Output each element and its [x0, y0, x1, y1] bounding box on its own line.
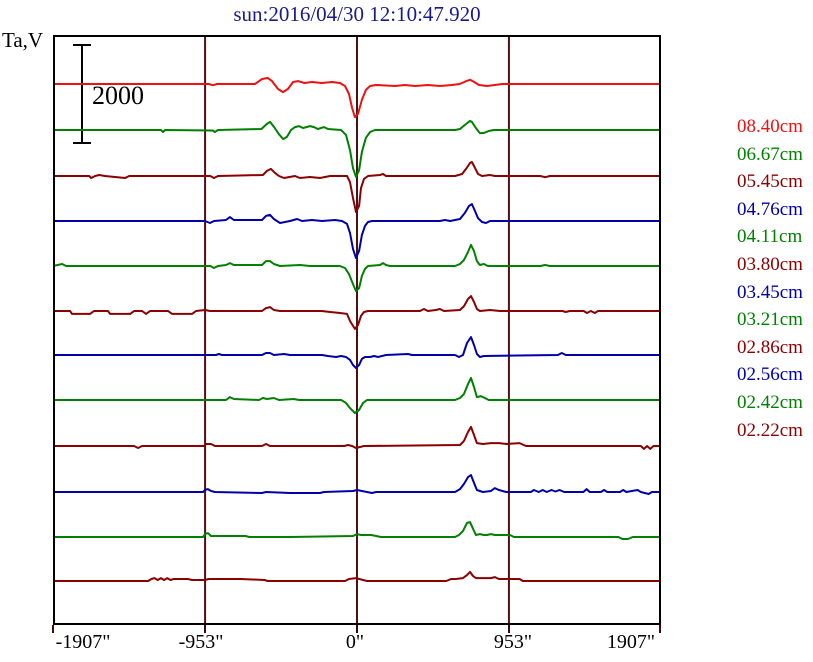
x-tick-label: 1907" — [606, 631, 656, 653]
x-tick-label: 0" — [345, 631, 365, 653]
x-tick-mark — [204, 625, 206, 633]
x-tick-mark — [356, 625, 358, 633]
x-tick-mark — [52, 625, 54, 633]
x-tick-label: 953" — [493, 631, 533, 653]
legend-item: 03.45cm — [737, 281, 803, 303]
x-tick-mark — [659, 625, 661, 633]
legend-item: 08.40cm — [737, 116, 803, 137]
legend-item: 02.86cm — [737, 336, 803, 358]
y-axis-label: Ta,V — [2, 28, 44, 52]
legend-item: 02.22cm — [737, 419, 803, 441]
legend-item: 04.11cm — [737, 226, 803, 248]
legend-item: 02.56cm — [737, 364, 803, 386]
scale-bar-label: 2000 — [92, 81, 144, 110]
legend-item: 02.42cm — [737, 391, 803, 413]
page-title: sun:2016/04/30 12:10:47.920 — [233, 2, 481, 26]
plot-canvas — [53, 35, 661, 625]
x-tick-label: -953" — [178, 631, 224, 653]
x-tick-label: -1907" — [55, 631, 111, 653]
legend-item: 04.76cm — [737, 198, 803, 220]
wavelength-legend: 08.40cm 06.67cm 05.45cm 04.76cm 04.11cm … — [737, 113, 803, 444]
x-tick-mark — [508, 625, 510, 633]
legend-item: 05.45cm — [737, 171, 803, 193]
plot-area — [53, 35, 661, 625]
legend-item: 06.67cm — [737, 143, 803, 165]
legend-item: 03.80cm — [737, 253, 803, 275]
legend-item: 03.21cm — [737, 309, 803, 331]
